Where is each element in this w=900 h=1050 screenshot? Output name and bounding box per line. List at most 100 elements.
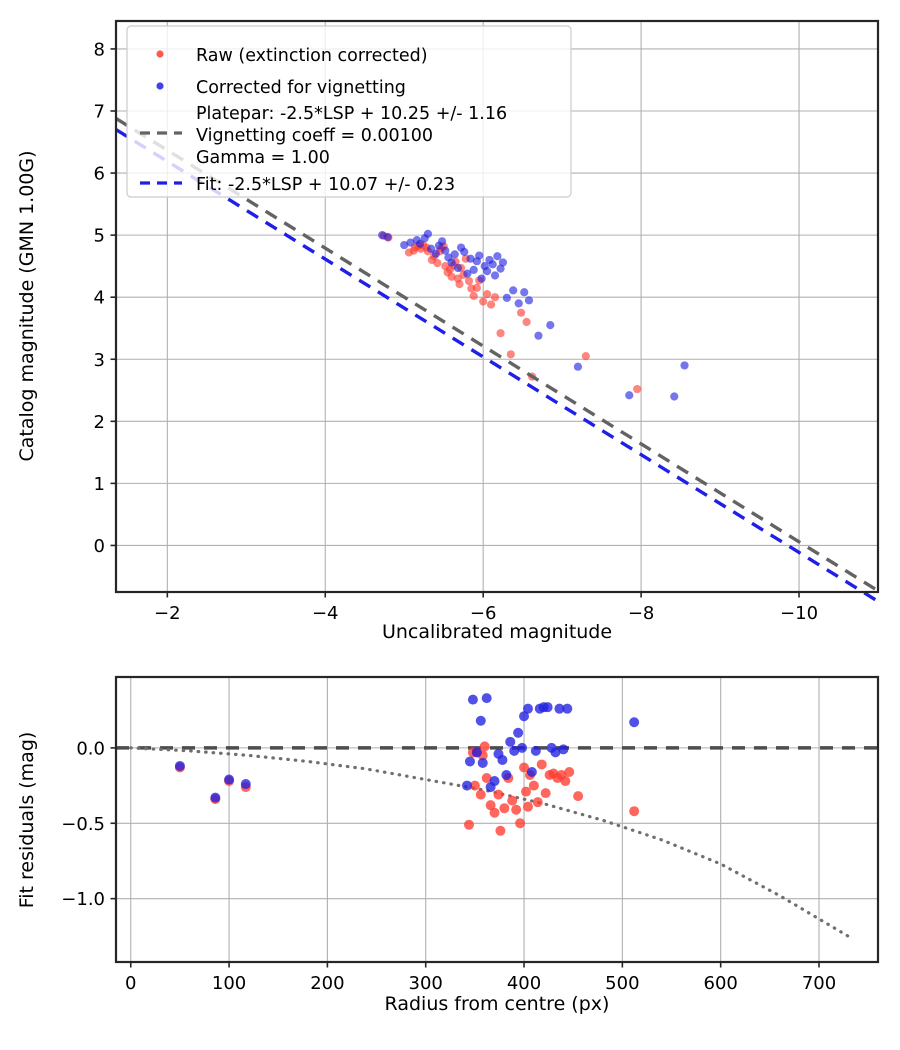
top-scatter-point [493, 252, 502, 261]
top-scatter-point [438, 237, 447, 246]
top-panel-xlabel: Uncalibrated magnitude [382, 621, 612, 643]
bottom-scatter-point [519, 711, 530, 722]
top-xtick-label: −4 [312, 603, 339, 624]
legend-label-platepar-3: Gamma = 1.00 [196, 148, 330, 168]
bottom-scatter-point [485, 800, 496, 811]
top-scatter-point [431, 249, 440, 258]
top-scatter-point [633, 384, 642, 394]
bottom-scatter-point [463, 819, 474, 830]
top-scatter-point [498, 258, 508, 267]
top-panel-ticks [110, 48, 800, 598]
bottom-panel-data-points [174, 693, 640, 836]
bottom-scatter-point [493, 789, 504, 800]
top-scatter-point [463, 269, 472, 278]
bottom-scatter-point [479, 741, 490, 752]
bottom-ytick-label: 0.0 [76, 738, 105, 759]
bottom-scatter-point [528, 780, 539, 791]
top-ytick-label: 6 [94, 164, 105, 185]
bottom-scatter-point [489, 776, 500, 787]
top-scatter-point [433, 258, 442, 268]
top-scatter-point [472, 283, 481, 292]
bottom-scatter-point [505, 736, 516, 747]
top-scatter-point [423, 229, 433, 238]
bottom-scatter-point [629, 806, 640, 817]
bottom-scatter-point [240, 779, 251, 790]
top-scatter-point [520, 288, 529, 297]
bottom-scatter-point [522, 703, 533, 714]
top-panel-data-points [378, 229, 689, 401]
top-scatter-point [483, 267, 492, 276]
top-scatter-point [680, 361, 689, 370]
bottom-xtick-label: 100 [212, 973, 246, 994]
bottom-xtick-label: 700 [802, 973, 836, 994]
bottom-scatter-point [562, 703, 573, 714]
bottom-scatter-point [522, 801, 533, 812]
top-xtick-label: −8 [628, 603, 655, 624]
top-scatter-point [483, 289, 492, 299]
top-scatter-point [490, 293, 500, 302]
top-scatter-point [522, 317, 531, 327]
bottom-scatter-point [475, 789, 486, 800]
bottom-scatter-point [501, 770, 512, 781]
bottom-scatter-point [509, 745, 520, 756]
top-scatter-point [486, 300, 496, 309]
bottom-scatter-point [477, 757, 488, 768]
bottom-ytick-label: −0.5 [61, 814, 105, 835]
top-scatter-point [524, 296, 534, 305]
top-scatter-point [573, 362, 583, 371]
bottom-scatter-point [507, 795, 518, 806]
bottom-scatter-point [481, 693, 492, 704]
bottom-ytick-label: −1.0 [61, 889, 105, 910]
bottom-scatter-point [558, 744, 569, 755]
bottom-scatter-point [560, 776, 571, 787]
legend-label-platepar-2: Vignetting coeff = 0.00100 [196, 126, 433, 146]
bottom-scatter-point [521, 786, 532, 797]
bottom-scatter-point [495, 825, 506, 836]
top-scatter-point [546, 321, 555, 330]
bottom-xtick-label: 600 [704, 973, 738, 994]
bottom-scatter-point [462, 780, 473, 791]
legend-marker-corrected-icon [156, 82, 164, 90]
top-scatter-point [514, 299, 523, 308]
top-panel-ylabel: Catalog magnitude (GMN 1.00G) [16, 150, 38, 461]
legend-label-fit: Fit: -2.5*LSP + 10.07 +/- 0.23 [196, 175, 455, 195]
top-ytick-label: 3 [94, 350, 105, 371]
top-panel-fit-lines [115, 116, 879, 603]
top-ytick-label: 5 [94, 226, 105, 247]
top-scatter-point [466, 254, 475, 263]
top-scatter-point [490, 271, 500, 280]
top-scatter-point [502, 293, 511, 302]
top-panel-tick-labels: −2 −4 −6 −8 −10 0 1 2 3 4 5 6 7 8 [94, 39, 818, 624]
top-scatter-point [415, 239, 425, 248]
bottom-panel-tick-labels: 0 100 200 300 400 500 600 700 0.0 −0.5 −1.0 [61, 738, 836, 994]
bottom-scatter-point [536, 759, 547, 770]
top-scatter-point [516, 308, 526, 317]
top-ytick-label: 8 [94, 39, 105, 60]
top-scatter-point [441, 246, 450, 255]
top-ytick-label: 2 [94, 412, 105, 433]
bottom-scatter-point [174, 760, 185, 771]
top-scatter-point [477, 274, 486, 283]
top-scatter-point [447, 258, 456, 267]
bottom-scatter-point [210, 792, 221, 803]
top-scatter-point [383, 232, 392, 242]
bottom-panel-xlabel: Radius from centre (px) [385, 993, 610, 1015]
bottom-panel-residuals: 0 100 200 300 400 500 600 700 0.0 −0.5 −1.0 Radius… [16, 675, 880, 1015]
bottom-panel-ylabel: Fit residuals (mag) [16, 732, 38, 909]
bottom-scatter-point [489, 807, 500, 818]
bottom-xtick-label: 0 [125, 973, 136, 994]
top-scatter-point [496, 329, 505, 338]
bottom-scatter-point [469, 780, 480, 791]
bottom-scatter-point [573, 791, 584, 802]
bottom-xtick-label: 200 [310, 973, 344, 994]
top-ytick-label: 1 [94, 474, 105, 495]
top-fit-line [115, 128, 879, 603]
top-scatter-point [496, 264, 505, 273]
top-fit-line [115, 116, 879, 593]
legend-label-raw: Raw (extinction corrected) [196, 46, 428, 66]
top-scatter-point [469, 265, 478, 274]
bottom-scatter-point [564, 767, 575, 777]
top-scatter-point [453, 263, 463, 273]
top-scatter-point [488, 260, 497, 269]
